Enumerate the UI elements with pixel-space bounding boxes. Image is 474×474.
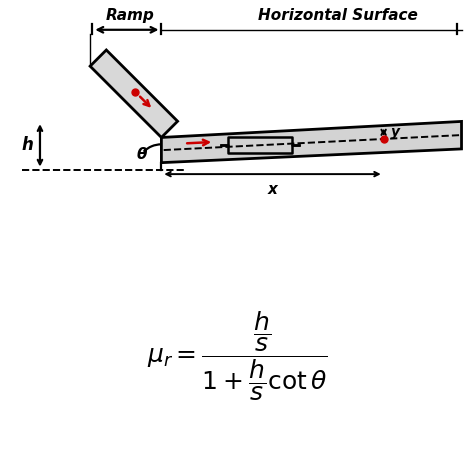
Text: x: x <box>267 182 277 197</box>
Polygon shape <box>90 50 178 137</box>
Polygon shape <box>161 121 462 163</box>
Text: y: y <box>392 125 401 139</box>
Text: h: h <box>21 137 33 155</box>
Text: Ramp: Ramp <box>106 8 155 23</box>
Text: θ: θ <box>137 147 147 163</box>
Text: $\mu_r = \dfrac{\dfrac{h}{s}}{1 + \dfrac{h}{s}\cot\theta}$: $\mu_r = \dfrac{\dfrac{h}{s}}{1 + \dfrac… <box>147 310 327 403</box>
Text: Horizontal Surface: Horizontal Surface <box>258 8 418 23</box>
